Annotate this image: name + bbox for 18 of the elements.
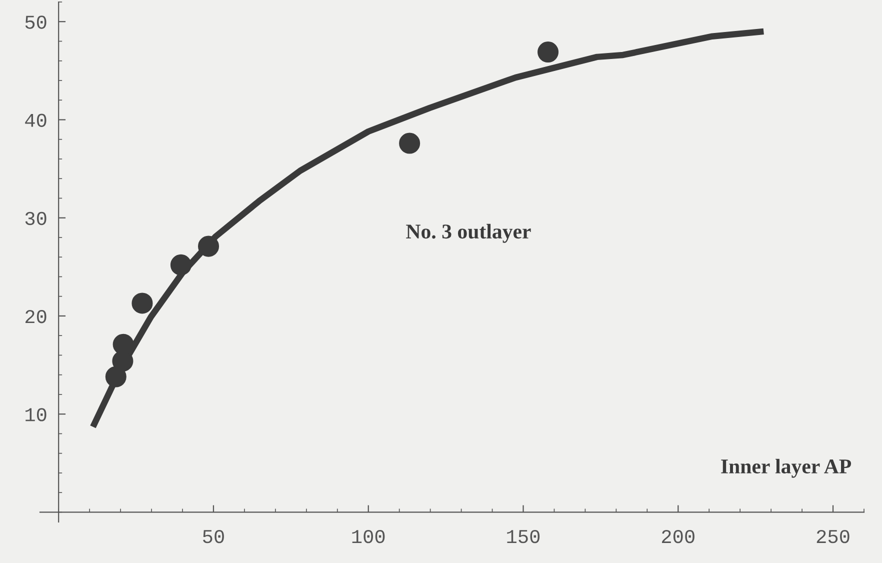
point	[198, 236, 220, 257]
x-tick-label: 100	[352, 530, 385, 544]
x-axis-title: Inner layer AP	[721, 458, 852, 478]
point	[170, 254, 192, 276]
y-tick-label: 10	[26, 408, 46, 422]
y-tick-label: 50	[25, 16, 46, 29]
x-tick-label: 50	[203, 530, 224, 544]
y-tick-label: 30	[25, 212, 46, 226]
point	[538, 42, 559, 63]
point	[132, 292, 153, 314]
x-tick-label: 250	[816, 530, 850, 544]
point	[399, 132, 420, 154]
y-tick-label: 20	[26, 310, 46, 324]
point	[105, 366, 126, 388]
x-tick-label: 150	[507, 530, 540, 544]
y-tick-label: 40	[25, 114, 46, 127]
x-tick-label: 200	[662, 530, 694, 544]
annotation: No. 3 outlayer	[406, 224, 531, 243]
